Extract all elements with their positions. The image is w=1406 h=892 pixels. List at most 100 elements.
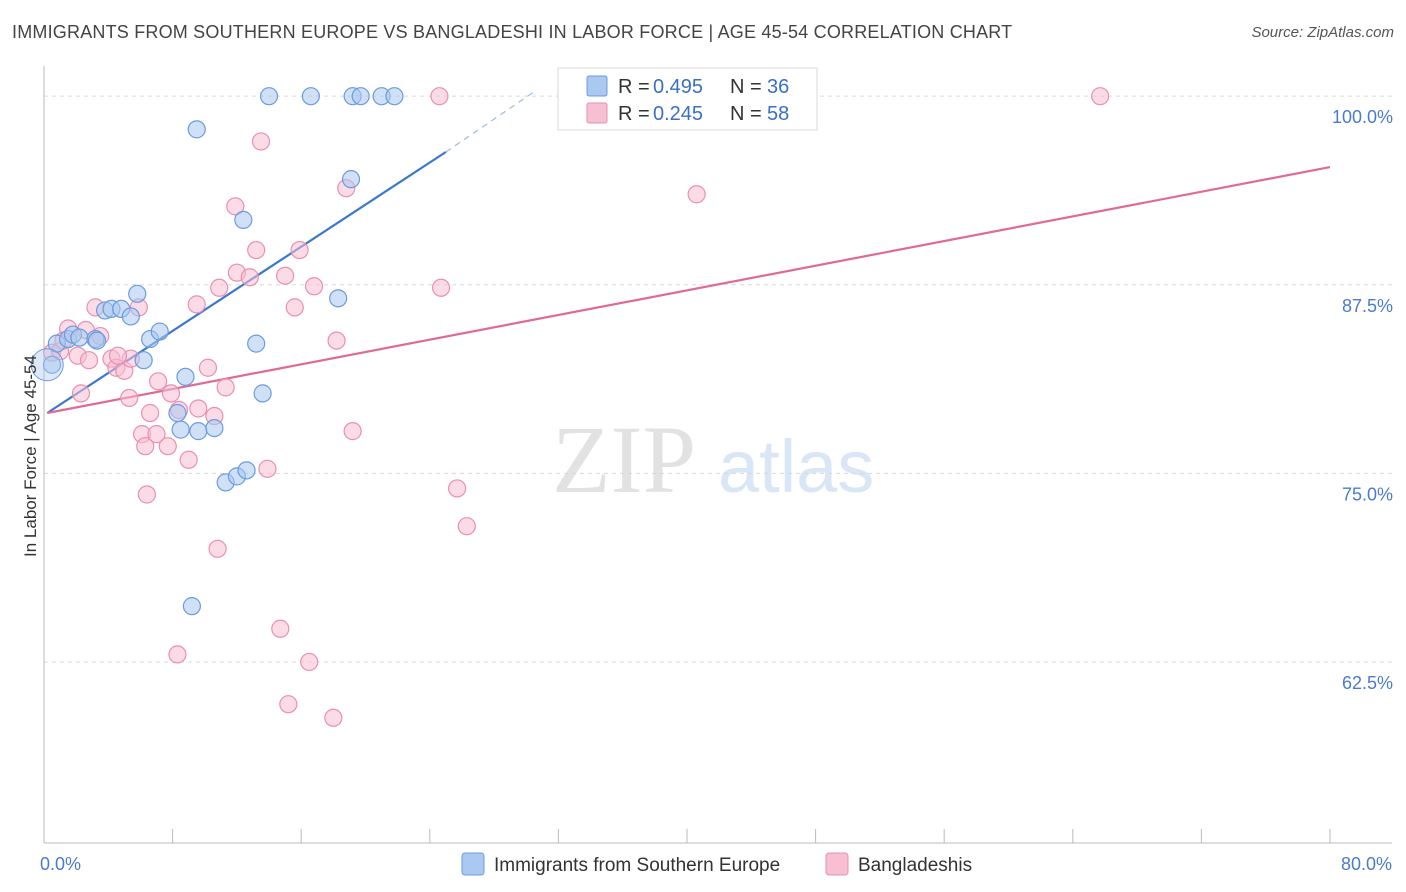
pink-point bbox=[687, 185, 706, 204]
pink-point bbox=[208, 539, 227, 558]
blue-point bbox=[259, 87, 279, 106]
x-tick-label: 0.0% bbox=[40, 854, 81, 874]
pink-point bbox=[140, 403, 160, 423]
y-axis-label: In Labor Force | Age 45-54 bbox=[21, 355, 40, 557]
pink-point bbox=[343, 422, 362, 441]
blue-point bbox=[237, 461, 256, 480]
pink-point bbox=[1091, 87, 1110, 106]
y-tick-label: 75.0% bbox=[1342, 484, 1393, 504]
legend-r-value-1: 0.495 bbox=[653, 76, 703, 98]
blue-point bbox=[150, 322, 169, 341]
blue-point bbox=[329, 289, 348, 308]
pink-point bbox=[300, 652, 319, 672]
legend-r-label-2: R = bbox=[618, 103, 650, 125]
pink-trend-line bbox=[47, 166, 1331, 415]
blue-trend-extension bbox=[445, 91, 535, 153]
pink-point bbox=[136, 437, 155, 456]
pink-point bbox=[79, 351, 99, 370]
blue-point bbox=[42, 355, 62, 374]
bottom-legend-swatch-pink bbox=[825, 852, 849, 876]
bottom-legend-label-1: Immigrants from Southern Europe bbox=[494, 855, 780, 876]
legend-swatch-blue bbox=[586, 75, 608, 97]
pink-point bbox=[226, 197, 245, 216]
legend-r-value-2: 0.245 bbox=[653, 103, 703, 125]
blue-point bbox=[128, 284, 147, 303]
blue-point bbox=[176, 367, 195, 386]
blue-point bbox=[189, 422, 208, 441]
blue-point bbox=[171, 420, 190, 439]
pink-point bbox=[210, 278, 229, 297]
pink-point bbox=[431, 278, 451, 297]
blue-point bbox=[168, 403, 187, 423]
pink-point bbox=[179, 450, 198, 469]
blue-point bbox=[385, 87, 404, 106]
trend-lines bbox=[46, 91, 1331, 415]
pink-point bbox=[137, 485, 156, 504]
tick-labels: 100.0% 87.5% 75.0% 62.5% 0.0% 80.0% bbox=[40, 107, 1393, 874]
legend: R = 0.495 N = 36 R = 0.245 N = 58 bbox=[557, 67, 818, 131]
legend-n-value-2: 58 bbox=[767, 103, 789, 125]
pink-point bbox=[198, 358, 218, 377]
legend-n-label-1: N = bbox=[730, 76, 762, 98]
bottom-legend-swatch-blue bbox=[461, 852, 485, 876]
pink-point bbox=[187, 295, 206, 314]
pink-point bbox=[430, 87, 449, 106]
blue-point bbox=[134, 351, 153, 370]
pink-point bbox=[168, 645, 187, 664]
pink-point bbox=[251, 132, 271, 151]
pink-point bbox=[276, 266, 295, 285]
pink-point bbox=[108, 346, 128, 365]
pink-point bbox=[149, 372, 168, 391]
pink-point bbox=[247, 240, 266, 260]
pink-point bbox=[304, 277, 324, 296]
blue-point bbox=[234, 210, 253, 229]
bottom-legend-label-2: Bangladeshis bbox=[858, 855, 972, 876]
gridlines bbox=[44, 95, 1392, 663]
legend-swatch-pink bbox=[586, 102, 608, 124]
pink-point bbox=[240, 268, 259, 287]
watermark-zip: ZIP bbox=[552, 406, 696, 513]
pink-point bbox=[120, 388, 139, 408]
legend-r-label-1: R = bbox=[618, 76, 650, 98]
blue-point bbox=[182, 597, 201, 616]
pink-point bbox=[158, 437, 177, 456]
blue-point bbox=[301, 87, 320, 106]
blue-point bbox=[351, 87, 370, 106]
x-tick-label: 80.0% bbox=[1341, 854, 1392, 874]
pink-point bbox=[161, 384, 181, 403]
y-tick-label: 100.0% bbox=[1332, 107, 1393, 127]
blue-point bbox=[87, 331, 107, 350]
blue-point bbox=[70, 328, 89, 347]
blue-point bbox=[341, 170, 361, 189]
pink-point bbox=[324, 708, 343, 727]
pink-point bbox=[189, 399, 208, 418]
chart-title: IMMIGRANTS FROM SOUTHERN EUROPE VS BANGL… bbox=[12, 22, 1013, 42]
pink-point bbox=[271, 619, 290, 638]
blue-point-large bbox=[30, 348, 64, 382]
blue-point bbox=[187, 120, 206, 139]
blue-point bbox=[253, 384, 272, 403]
pink-point bbox=[327, 331, 346, 350]
pink-point bbox=[71, 384, 91, 403]
legend-n-label-2: N = bbox=[730, 103, 762, 125]
y-tick-label: 87.5% bbox=[1342, 296, 1393, 316]
pink-point bbox=[457, 517, 476, 536]
pink-point bbox=[279, 695, 298, 714]
pink-point bbox=[285, 298, 304, 317]
pink-point bbox=[147, 425, 166, 444]
pink-point bbox=[448, 479, 467, 498]
data-points bbox=[30, 87, 1110, 727]
bottom-legend: Immigrants from Southern Europe Banglade… bbox=[461, 852, 972, 876]
pink-point bbox=[290, 240, 309, 260]
blue-point bbox=[247, 334, 266, 353]
watermark-atlas: atlas bbox=[718, 425, 874, 508]
blue-point bbox=[121, 307, 140, 326]
pink-point bbox=[258, 459, 277, 478]
y-tick-label: 62.5% bbox=[1342, 673, 1393, 693]
legend-n-value-1: 36 bbox=[767, 76, 789, 98]
blue-point bbox=[205, 418, 224, 438]
pink-point bbox=[216, 378, 235, 397]
axes bbox=[43, 66, 1392, 844]
source-label: Source: ZipAtlas.com bbox=[1251, 24, 1394, 41]
